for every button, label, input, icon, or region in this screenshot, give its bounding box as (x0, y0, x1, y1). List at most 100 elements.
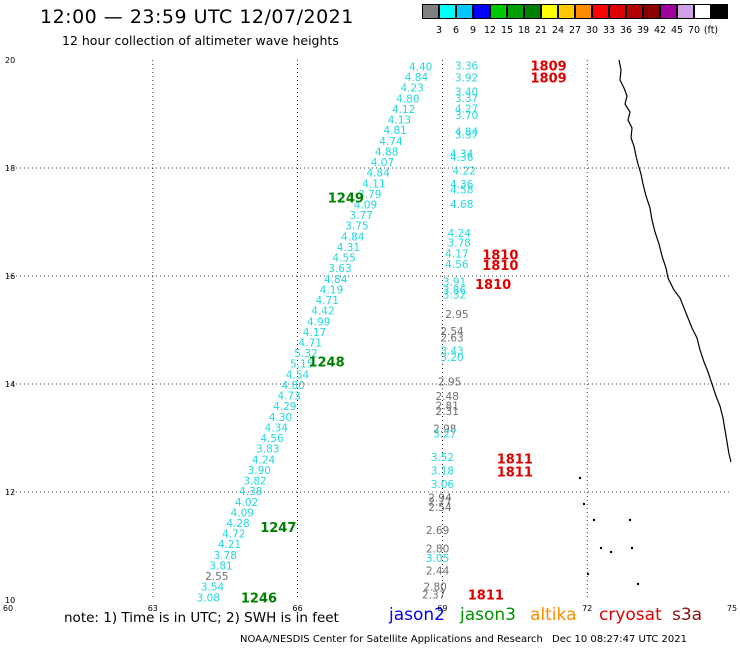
colorbar-label: 12 (483, 25, 497, 36)
page-title: 12:00 — 23:59 UTC 12/07/2021 (40, 6, 354, 28)
colorbar-label: 36 (619, 25, 633, 36)
wave-height-label: 4.09 (231, 507, 254, 519)
wave-height-label: 3.52 (431, 452, 454, 464)
y-tick-label: 14 (5, 380, 15, 389)
wave-height-label: 4.71 (316, 295, 339, 307)
wave-height-label: 4.84 (405, 72, 429, 84)
wave-height-label: 4.13 (388, 115, 411, 127)
wave-height-label: 3.92 (455, 72, 478, 84)
colorbar-swatch (524, 4, 541, 19)
colorbar-swatch (660, 4, 677, 19)
colorbar-label: 9 (469, 25, 477, 36)
colorbar-swatch (490, 4, 507, 19)
wave-height-label: 4.22 (452, 166, 475, 178)
x-tick-label: 63 (148, 604, 158, 613)
pass-time-label: 1810 (482, 248, 518, 263)
wave-height-label: 4.40 (409, 61, 432, 73)
colorbar-swatch (609, 4, 626, 19)
wave-height-label: 3.82 (243, 476, 266, 488)
colorbar-label: 42 (653, 25, 667, 36)
wave-height-label: 4.54 (286, 369, 310, 381)
wave-height-label: 4.73 (277, 391, 300, 403)
graticule-grid (8, 60, 732, 600)
wave-height-label: 2.77 (428, 497, 451, 509)
wave-height-label: 3.86 (443, 285, 467, 297)
colorbar-label: 24 (551, 25, 565, 36)
wave-height-label: 4.71 (299, 338, 322, 350)
y-tick-label: 12 (5, 488, 15, 497)
wave-height-label: 4.31 (337, 242, 360, 254)
x-tick-label: 66 (293, 604, 303, 613)
pass-time-label: 1246 (241, 591, 277, 606)
wave-height-label: 3.90 (248, 465, 271, 477)
wave-height-label: 4.36 (450, 179, 474, 191)
y-tick-label: 10 (5, 596, 15, 605)
colorbar-swatch (694, 4, 711, 19)
wave-height-label: 4.36 (450, 152, 474, 164)
wave-height-label: 5.15 (290, 359, 313, 371)
wave-height-label: 4.84 (367, 168, 391, 180)
wave-height-label: 4.02 (235, 497, 258, 509)
island-marker (630, 546, 634, 550)
legend-item-jason2: jason2 (389, 605, 445, 625)
y-tick-label: 16 (5, 272, 15, 281)
wave-height-label: 3.18 (431, 465, 454, 477)
wave-height-label: 4.38 (239, 486, 262, 498)
wave-height-label: 2.31 (436, 406, 459, 418)
wave-height-label: 4.11 (362, 178, 385, 190)
pass-time-label: 1248 (308, 355, 344, 370)
wave-height-label: 4.88 (375, 146, 398, 158)
colorbar-label: 33 (602, 25, 616, 36)
wave-height-label: 2.55 (205, 571, 228, 583)
colorbar-label: 45 (670, 25, 684, 36)
legend-item-jason3: jason3 (460, 605, 516, 625)
wave-height-label: 4.74 (379, 136, 403, 148)
colorbar-label: 27 (568, 25, 582, 36)
wave-height-label: 3.20 (440, 352, 463, 364)
wave-height-label: 4.84 (341, 231, 365, 243)
wave-height-label: 2.98 (433, 423, 456, 435)
colorbar-label: (ft) (703, 25, 719, 36)
wave-height-label: 3.36 (455, 60, 479, 72)
colorbar-label: 21 (534, 25, 548, 36)
colorbar-swatch (422, 4, 439, 19)
page-subtitle: 12 hour collection of altimeter wave hei… (62, 33, 339, 48)
island-marker (609, 550, 613, 554)
wave-height-label: 2.81 (436, 401, 459, 413)
wave-height-label: 4.99 (307, 316, 330, 328)
wave-height-label: 2.54 (428, 502, 452, 514)
pass-time-labels: 1809180912491810181018101248181118111247… (241, 59, 567, 606)
wave-height-label: 4.09 (354, 199, 377, 211)
wave-height-label: 3.05 (426, 553, 449, 565)
legend-item-s3a: s3a (672, 605, 703, 625)
colorbar-label: 15 (500, 25, 514, 36)
colorbar-swatch (643, 4, 660, 19)
wave-height-label: 4.34 (265, 422, 289, 434)
wave-height-label: 4.68 (450, 199, 473, 211)
generated-timestamp: Dec 10 08:27:47 UTC 2021 (552, 634, 687, 645)
colorbar-label: 30 (585, 25, 599, 36)
legend-item-altika: altika (530, 605, 577, 625)
wave-height-label: 3.63 (328, 263, 351, 275)
colorbar-swatch (575, 4, 592, 19)
wave-height-label: 4.81 (383, 125, 406, 137)
wave-height-label: 4.56 (260, 433, 284, 445)
colorbar-label: 39 (636, 25, 650, 36)
wave-height-label: 4.24 (252, 454, 276, 466)
wave-height-label: 4.34 (450, 148, 474, 160)
island-marker (578, 476, 582, 480)
wave-height-label: 3.77 (350, 210, 373, 222)
wave-height-label: 3.06 (431, 479, 455, 491)
colorbar-swatch (456, 4, 473, 19)
wave-height-label: 4.56 (445, 259, 469, 271)
pass-time-label: 1810 (475, 278, 511, 293)
pass-time-label: 1809 (530, 71, 566, 86)
wave-height-label: 3.43 (440, 346, 463, 358)
colorbar-swatch (507, 4, 524, 19)
island-marker (628, 518, 632, 522)
credit-line: NOAA/NESDIS Center for Satellite Applica… (240, 634, 543, 645)
x-tick-label: 60 (3, 604, 13, 613)
island-marker (599, 546, 603, 550)
units-note: note: 1) Time is in UTC; 2) SWH is in fe… (64, 610, 339, 626)
